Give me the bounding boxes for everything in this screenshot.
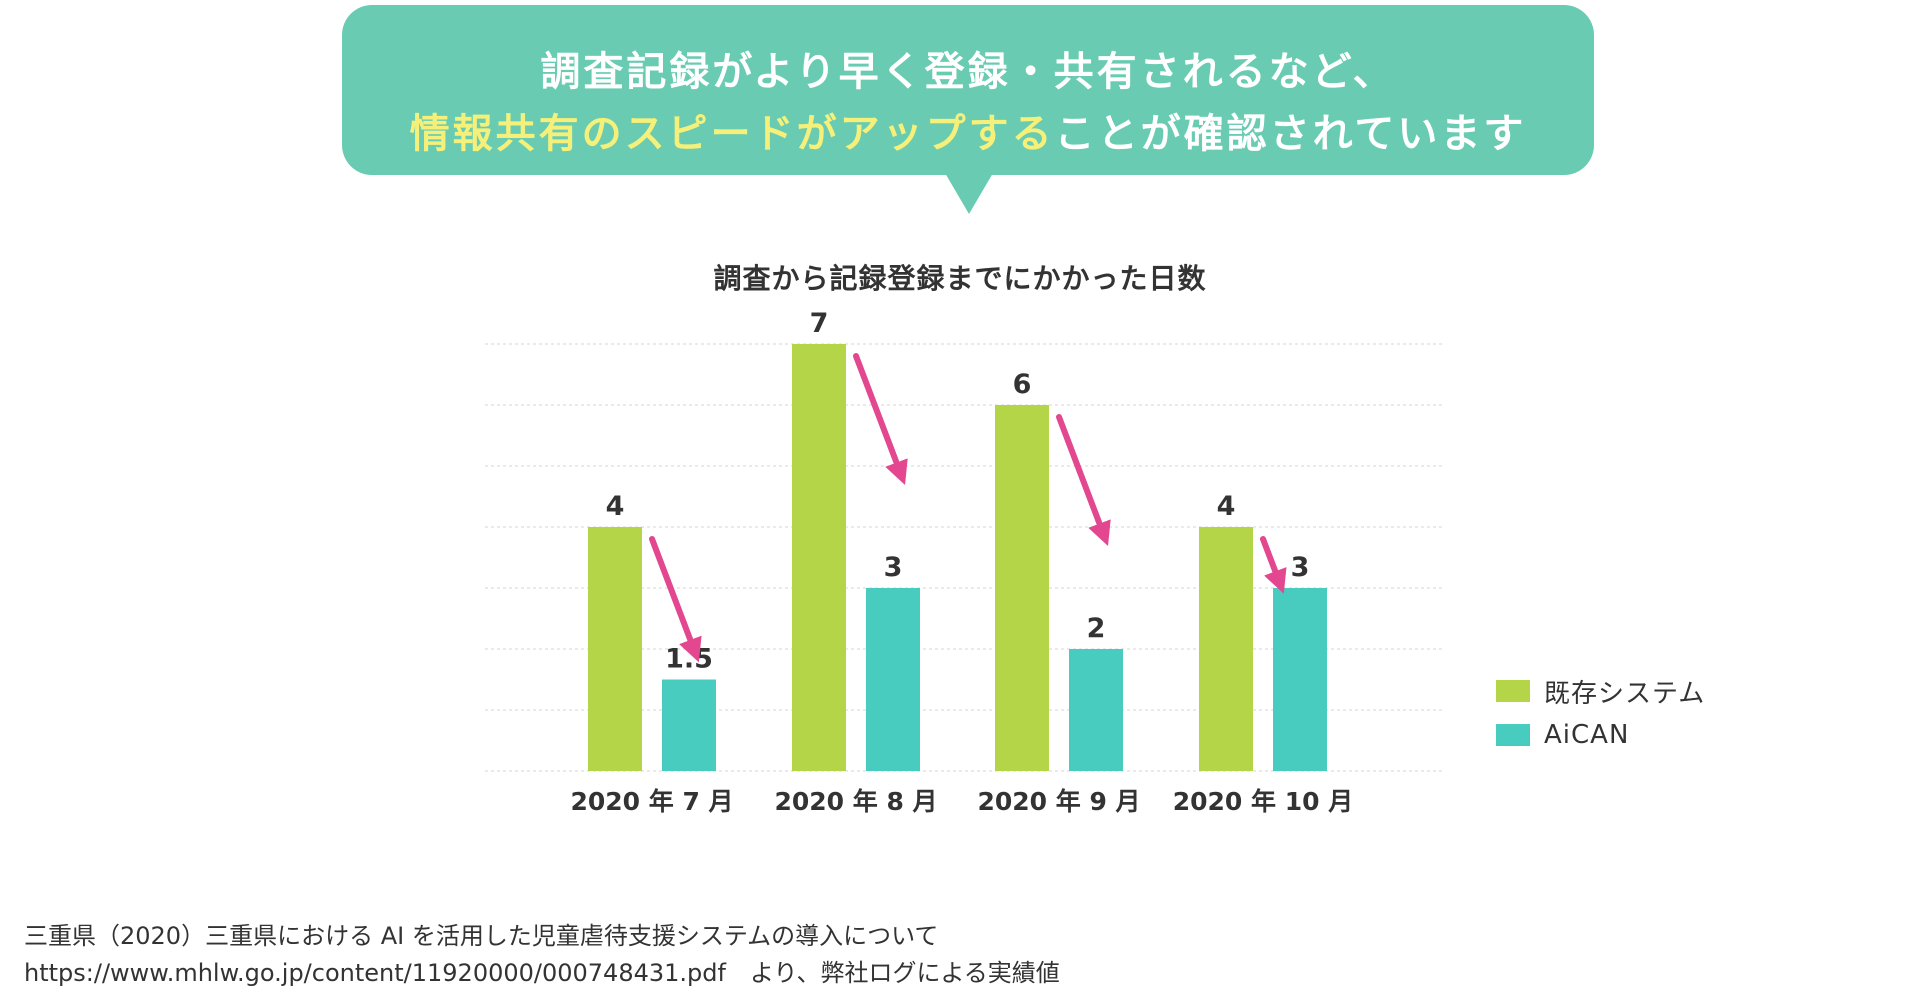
x-tick-label: 2020 年 9 月: [977, 787, 1140, 816]
data-label-existing-system: 6: [1013, 369, 1032, 400]
data-label-existing-system: 7: [810, 308, 829, 339]
x-tick-label: 2020 年 8 月: [774, 787, 937, 816]
x-tick-label: 2020 年 7 月: [570, 787, 733, 816]
bar-aican: [1273, 588, 1327, 771]
callout-line-1: 調査記録がより早く登録・共有されるなど、: [540, 49, 1396, 95]
legend-item-existing-system: 既存システム: [1496, 676, 1705, 709]
bar-chart: 4 1.5 2020 年 7 月 7 3 2020 年 8 月 6 2 2020 年 9 月 4 3…: [485, 308, 1445, 816]
callout-rest-text: ことが確認されています: [1054, 111, 1527, 157]
legend-label-existing-system: 既存システム: [1544, 678, 1706, 709]
decrease-arrow: [853, 353, 908, 485]
source-line-1: 三重県（2020）三重県における AI を活用した児童虐待支援システムの導入につ…: [24, 922, 939, 950]
decrease-arrow: [1260, 536, 1287, 594]
data-label-existing-system: 4: [606, 491, 625, 522]
headline-callout: 調査記録がより早く登録・共有されるなど、 情報共有のスピードがアップすることが確…: [342, 5, 1594, 175]
bar-existing-system: [588, 527, 642, 771]
legend-swatch-existing-system: [1496, 680, 1530, 702]
chart-title: 調査から記録登録までにかかった日数: [713, 262, 1207, 295]
bar-existing-system: [792, 344, 846, 771]
bar-aican: [866, 588, 920, 771]
data-label-aican: 3: [884, 552, 903, 583]
bar-aican: [662, 679, 716, 771]
legend-item-aican: AiCAN: [1496, 720, 1629, 750]
legend-swatch-aican: [1496, 724, 1530, 746]
data-label-aican: 1.5: [665, 644, 713, 675]
bar-existing-system: [995, 405, 1049, 771]
data-label-existing-system: 4: [1217, 491, 1236, 522]
source-url-line: https://www.mhlw.go.jp/content/11920000/…: [24, 959, 1060, 987]
decrease-arrow: [1056, 414, 1111, 546]
bar-existing-system: [1199, 527, 1253, 771]
data-label-aican: 2: [1087, 613, 1106, 644]
callout-line-2: 情報共有のスピードがアップすることが確認されています: [342, 101, 1594, 159]
bar-aican: [1069, 649, 1123, 771]
data-label-aican: 3: [1291, 552, 1310, 583]
callout-highlight-text: 情報共有のスピードがアップする: [409, 111, 1055, 157]
source-citation: 三重県（2020）三重県における AI を活用した児童虐待支援システムの導入につ…: [24, 918, 1060, 992]
x-tick-label: 2020 年 10 月: [1173, 787, 1353, 816]
legend-label-aican: AiCAN: [1544, 720, 1630, 750]
callout-pointer: [945, 173, 993, 214]
decrease-arrow: [649, 536, 702, 663]
